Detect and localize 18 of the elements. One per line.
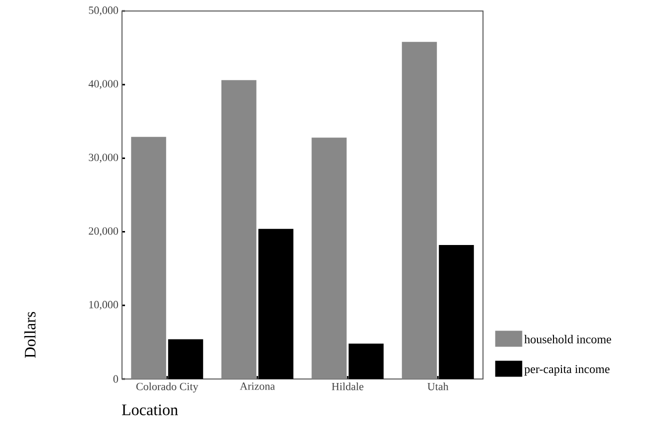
- bar: [131, 136, 166, 379]
- x-axis-title: Location: [122, 404, 178, 416]
- x-tick-label: Utah: [427, 382, 448, 390]
- y-tick-label: 50,000: [88, 6, 118, 16]
- bar: [221, 80, 256, 379]
- y-tick-label: 40,000: [88, 80, 118, 90]
- y-tick-label: 30,000: [88, 154, 118, 163]
- bar: [312, 138, 347, 379]
- x-tick-label: Colorado City: [136, 382, 198, 392]
- bar: [402, 42, 437, 379]
- y-axis-title: Dollars: [24, 312, 36, 358]
- y-tick-label: 20,000: [88, 227, 118, 236]
- x-tick-label: Hildale: [332, 382, 364, 390]
- y-tick-label: 0: [113, 375, 118, 383]
- y-tick-label: 10,000: [89, 300, 118, 310]
- legend-label: household income: [524, 334, 612, 344]
- legend-label: per-capita income: [524, 365, 610, 376]
- x-tick-label: Arizona: [240, 382, 275, 390]
